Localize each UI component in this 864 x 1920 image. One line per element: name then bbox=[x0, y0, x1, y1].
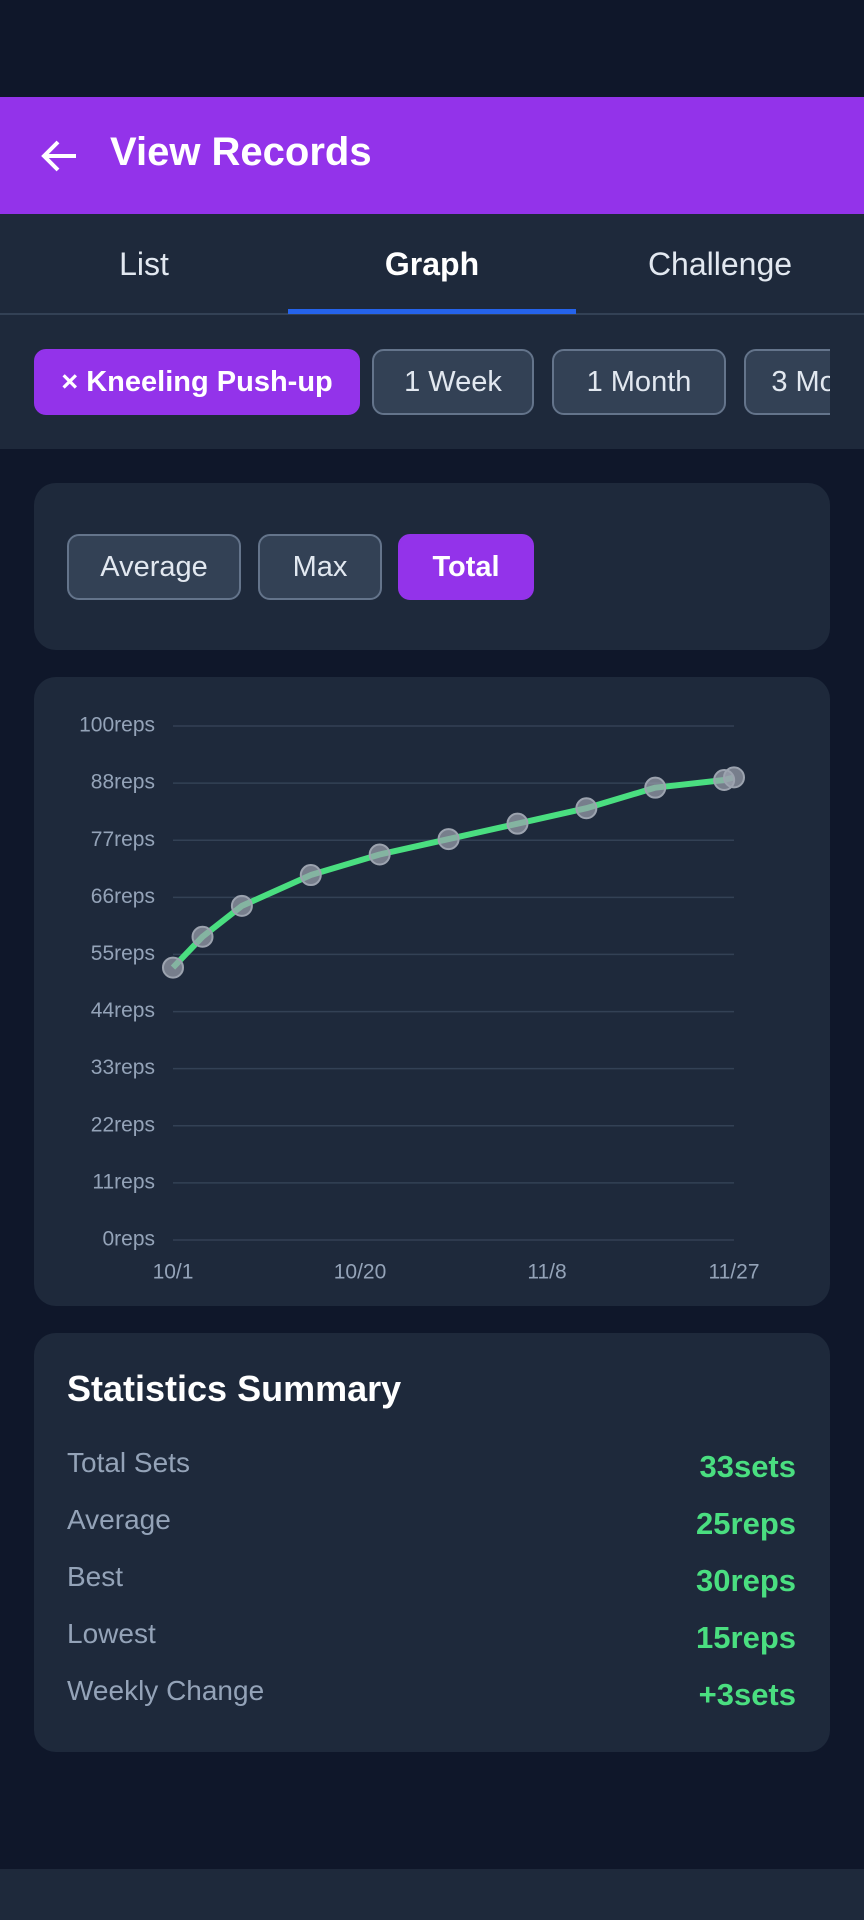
stats-title: Statistics Summary bbox=[67, 1368, 402, 1409]
stat-label: Best bbox=[67, 1561, 124, 1592]
tab[interactable]: Challenge bbox=[647, 246, 793, 282]
data-point bbox=[575, 797, 598, 820]
metric-button[interactable]: Max bbox=[258, 534, 382, 600]
nav-bar bbox=[0, 1869, 864, 1920]
y-tick-label: 0reps bbox=[102, 1228, 155, 1251]
filter-chip[interactable]: × Kneeling Push-up bbox=[34, 349, 360, 415]
y-tick-label: 66reps bbox=[91, 885, 155, 908]
y-tick-label: 33reps bbox=[91, 1056, 155, 1079]
filter-chip[interactable]: 1 Week bbox=[372, 349, 534, 415]
y-tick-label: 77reps bbox=[91, 828, 155, 851]
x-tick-label: 10/1 bbox=[153, 1261, 194, 1284]
y-tick-label: 55reps bbox=[91, 942, 155, 965]
stat-label: Average bbox=[67, 1504, 171, 1535]
tab[interactable]: List bbox=[119, 246, 169, 282]
tab-bar bbox=[0, 214, 864, 315]
data-point bbox=[368, 843, 391, 866]
data-point bbox=[723, 766, 745, 789]
y-tick-label: 44reps bbox=[91, 999, 155, 1022]
app-bar bbox=[0, 97, 864, 214]
chart: 0reps 11reps 22reps 33reps 44reps 55reps 66rep… bbox=[79, 714, 760, 1284]
y-tick-label: 22reps bbox=[91, 1113, 155, 1136]
x-tick-label: 11/8 bbox=[527, 1261, 566, 1284]
tab[interactable]: Graph bbox=[384, 246, 480, 282]
data-point bbox=[299, 864, 322, 887]
x-tick-label: 11/27 bbox=[709, 1261, 760, 1284]
page-title: View Records bbox=[110, 130, 372, 174]
metric-button[interactable]: Total bbox=[398, 534, 534, 600]
stat-value: 15reps bbox=[696, 1620, 796, 1655]
data-point bbox=[506, 812, 529, 835]
back-button[interactable] bbox=[38, 136, 82, 176]
stat-label: Total Sets bbox=[67, 1447, 190, 1478]
stat-value: 25reps bbox=[696, 1506, 796, 1541]
y-tick-label: 88reps bbox=[91, 771, 155, 794]
x-tick-label: 10/20 bbox=[334, 1261, 387, 1284]
stat-label: Lowest bbox=[67, 1618, 156, 1649]
filter-chips: × Kneeling Push-up 1 Week 1 Month 3 Mont… bbox=[34, 349, 830, 415]
metric-button[interactable]: Average bbox=[67, 534, 241, 600]
stat-value: 30reps bbox=[696, 1563, 796, 1598]
data-point bbox=[437, 828, 460, 851]
stats-card bbox=[34, 1333, 830, 1752]
line bbox=[170, 774, 735, 970]
tab-indicator bbox=[288, 309, 576, 314]
y-tick-label: 100reps bbox=[79, 714, 155, 737]
filter-chip[interactable]: 1 Month bbox=[552, 349, 726, 415]
y-tick-label: 11reps bbox=[92, 1170, 155, 1193]
stat-label: Weekly Change bbox=[67, 1675, 265, 1706]
data-point bbox=[644, 776, 667, 799]
data-point bbox=[191, 925, 214, 948]
stat-value: 33sets bbox=[699, 1449, 796, 1484]
filter-chip[interactable]: 3 Months bbox=[744, 349, 830, 415]
data-point bbox=[162, 956, 184, 979]
stat-value: +3sets bbox=[698, 1677, 796, 1712]
data-point bbox=[230, 894, 253, 917]
